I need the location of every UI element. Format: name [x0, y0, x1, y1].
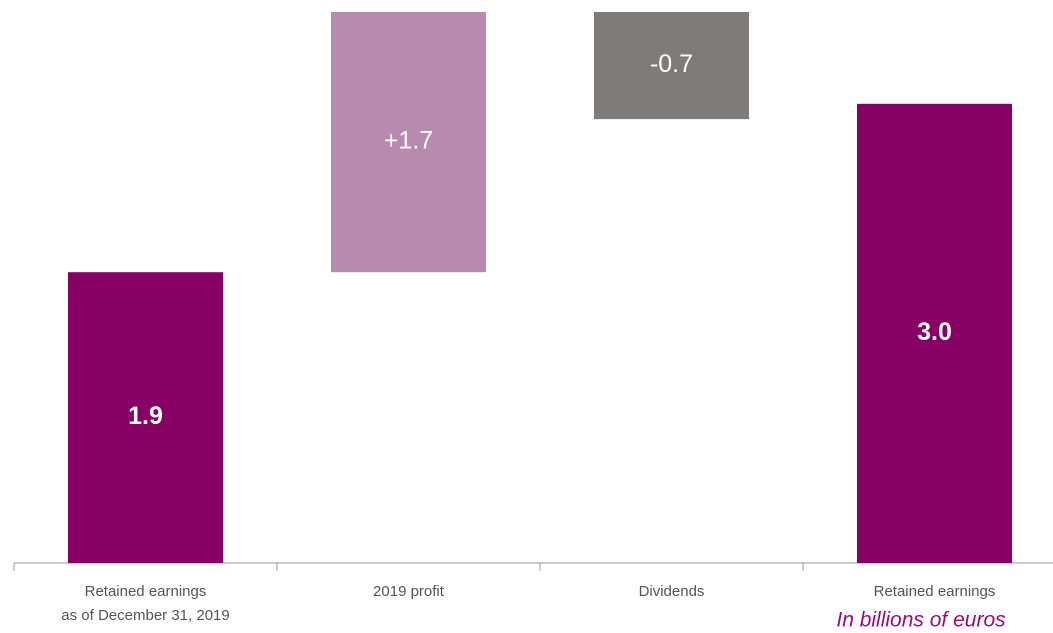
x-tick-label: as of December 31, 2019 — [61, 607, 229, 624]
x-tick-label: Retained earnings — [874, 583, 996, 600]
x-tick-label: 2019 profit — [373, 583, 445, 600]
value-label: +1.7 — [384, 127, 433, 155]
x-tick-label: Retained earnings — [85, 583, 207, 600]
bar — [857, 103, 1012, 563]
value-label: -0.7 — [650, 50, 693, 78]
value-label: 1.9 — [128, 402, 163, 430]
bar — [68, 272, 223, 563]
x-tick-label: Dividends — [639, 583, 705, 600]
annotation: In billions of euros — [836, 609, 1006, 632]
bar — [331, 12, 486, 273]
bar — [594, 12, 749, 120]
value-label: 3.0 — [917, 318, 952, 346]
